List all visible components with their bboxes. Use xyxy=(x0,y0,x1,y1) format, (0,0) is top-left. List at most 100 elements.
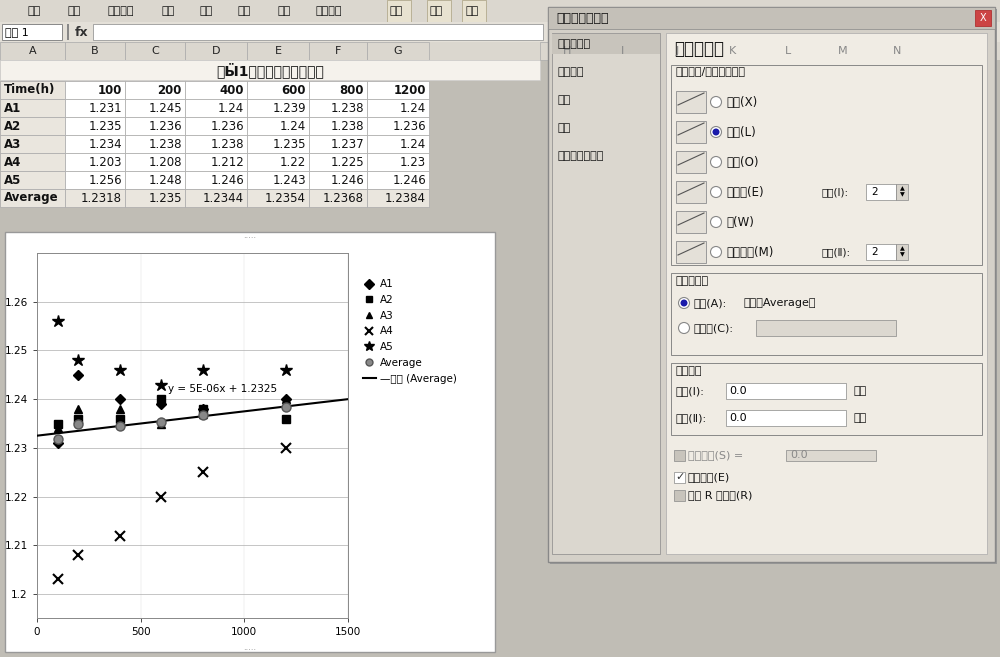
Bar xyxy=(0,42,65,60)
Bar xyxy=(65,189,125,207)
Bar xyxy=(676,241,706,263)
Bar xyxy=(815,42,870,60)
Text: 1.212: 1.212 xyxy=(210,156,244,168)
Bar xyxy=(0,99,65,117)
Bar xyxy=(548,7,995,562)
Text: 指数(X): 指数(X) xyxy=(726,95,757,108)
Text: Average: Average xyxy=(4,191,59,204)
Text: 1.238: 1.238 xyxy=(330,101,364,114)
Bar xyxy=(666,33,987,554)
Text: 周期: 周期 xyxy=(854,413,867,423)
Bar xyxy=(247,99,309,117)
Bar xyxy=(367,171,429,189)
Bar xyxy=(0,189,65,207)
Bar xyxy=(548,7,995,29)
Bar xyxy=(125,189,185,207)
Text: A4: A4 xyxy=(4,156,21,168)
Text: 线条颜色: 线条颜色 xyxy=(558,67,584,77)
Text: 800: 800 xyxy=(340,83,364,97)
Text: F: F xyxy=(335,46,341,56)
A5 xyxy=(114,366,126,374)
Bar xyxy=(367,99,429,117)
Text: 100: 100 xyxy=(98,83,122,97)
Bar xyxy=(309,117,367,135)
A1 xyxy=(280,396,292,403)
Text: 倒推(Ⅱ):: 倒推(Ⅱ): xyxy=(676,413,707,423)
Text: ▼: ▼ xyxy=(900,252,905,258)
Bar xyxy=(185,99,247,117)
Circle shape xyxy=(710,217,722,227)
Bar xyxy=(65,81,125,99)
Text: 200: 200 xyxy=(158,83,182,97)
Text: .: . xyxy=(7,438,9,447)
A5 xyxy=(52,317,64,325)
Text: .....: ..... xyxy=(243,643,257,652)
Text: 公式: 公式 xyxy=(162,6,175,16)
Text: 设置截距(S) =: 设置截距(S) = xyxy=(688,450,743,460)
Text: 图表 1: 图表 1 xyxy=(5,27,29,37)
Bar xyxy=(247,81,309,99)
A1 xyxy=(72,371,84,378)
Text: J: J xyxy=(676,46,679,56)
Text: 1.2344: 1.2344 xyxy=(203,191,244,204)
A5 xyxy=(197,366,209,374)
Text: 1.203: 1.203 xyxy=(88,156,122,168)
Text: A: A xyxy=(29,46,36,56)
Text: 设置趋势线格式: 设置趋势线格式 xyxy=(556,12,608,24)
A1 xyxy=(197,405,209,413)
Average xyxy=(155,418,167,426)
Circle shape xyxy=(678,323,690,334)
Text: I: I xyxy=(621,46,624,56)
Legend: A1, A2, A3, A4, A5, Average, —线性 (Average): A1, A2, A3, A4, A5, Average, —线性 (Averag… xyxy=(363,279,457,384)
Bar xyxy=(0,42,540,60)
Text: 周期: 周期 xyxy=(854,386,867,396)
Text: 开发工具: 开发工具 xyxy=(315,6,342,16)
A4 xyxy=(114,532,126,539)
Text: 幂(W): 幂(W) xyxy=(726,215,754,229)
Bar xyxy=(5,232,495,652)
A4 xyxy=(52,576,64,583)
Text: 周期(Ⅱ):: 周期(Ⅱ): xyxy=(821,247,850,257)
Text: 页面布局: 页面布局 xyxy=(108,6,134,16)
Bar xyxy=(309,135,367,153)
Bar xyxy=(676,211,706,233)
Text: 1.24: 1.24 xyxy=(280,120,306,133)
A3 xyxy=(197,410,209,418)
Circle shape xyxy=(712,129,720,135)
Average xyxy=(280,403,292,411)
Text: C: C xyxy=(151,46,159,56)
Bar xyxy=(760,42,815,60)
Text: 2: 2 xyxy=(871,187,878,197)
Line: A1: A1 xyxy=(54,371,290,447)
Bar xyxy=(2,24,62,40)
Bar xyxy=(0,153,65,171)
Text: 1.2318: 1.2318 xyxy=(81,191,122,204)
Bar xyxy=(676,151,706,173)
Bar xyxy=(671,273,982,355)
Text: 1.246: 1.246 xyxy=(210,173,244,187)
Text: 2: 2 xyxy=(871,247,878,257)
Text: 顧序(Ⅰ):: 顧序(Ⅰ): xyxy=(821,187,848,197)
Bar xyxy=(726,410,846,426)
Bar xyxy=(550,9,997,564)
Bar xyxy=(247,153,309,171)
Text: 趋势线选项: 趋势线选项 xyxy=(674,40,724,58)
A2 xyxy=(52,420,64,428)
Bar xyxy=(0,60,540,80)
Bar xyxy=(676,181,706,203)
Text: K: K xyxy=(729,46,736,56)
Text: D: D xyxy=(212,46,220,56)
Bar xyxy=(65,117,125,135)
Text: 1.237: 1.237 xyxy=(330,137,364,150)
Text: L: L xyxy=(784,46,791,56)
A3 xyxy=(52,424,64,432)
Average xyxy=(72,420,84,428)
Bar xyxy=(185,135,247,153)
Bar xyxy=(65,42,125,60)
Bar xyxy=(540,42,1000,60)
Text: 审阅: 审阅 xyxy=(238,6,251,16)
Text: 1.225: 1.225 xyxy=(330,156,364,168)
Bar xyxy=(125,117,185,135)
Bar xyxy=(671,65,982,265)
Bar xyxy=(756,320,896,336)
